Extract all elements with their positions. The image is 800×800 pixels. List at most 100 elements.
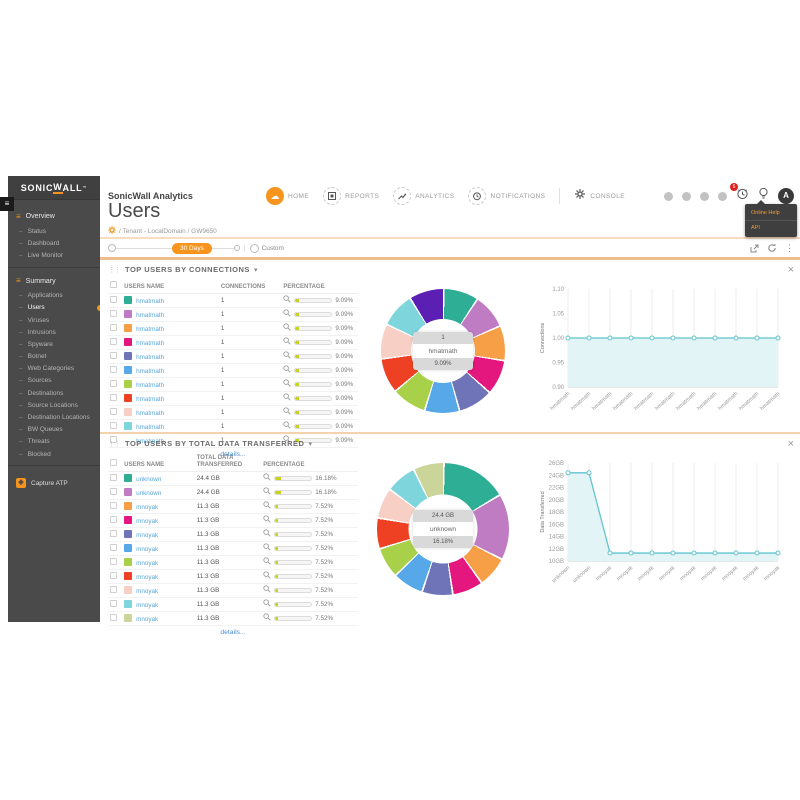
sidebar-item-status[interactable]: – Status bbox=[8, 225, 100, 237]
magnifier-icon[interactable] bbox=[263, 529, 271, 539]
select-all-checkbox[interactable] bbox=[110, 458, 117, 466]
user-link[interactable]: hmatmath bbox=[136, 423, 165, 431]
magnifier-icon[interactable] bbox=[283, 407, 291, 417]
magnifier-icon[interactable] bbox=[283, 365, 291, 375]
sidebar-item-sources[interactable]: – Sources bbox=[8, 375, 100, 387]
user-link[interactable]: mnoyak bbox=[136, 531, 159, 539]
chevron-down-icon[interactable]: ▾ bbox=[308, 440, 312, 448]
row-checkbox[interactable] bbox=[110, 323, 117, 331]
sidebar-item-bw-queues[interactable]: – BW Queues bbox=[8, 424, 100, 436]
user-link[interactable]: hmatmath bbox=[136, 311, 165, 319]
close-icon[interactable]: × bbox=[787, 263, 794, 276]
sidebar-item-source-locations[interactable]: – Source Locations bbox=[8, 399, 100, 411]
magnifier-icon[interactable] bbox=[263, 487, 271, 497]
user-link[interactable]: unknown bbox=[136, 489, 162, 497]
row-checkbox[interactable] bbox=[110, 501, 117, 509]
user-link[interactable]: hmatmath bbox=[136, 409, 165, 417]
quick-icon[interactable] bbox=[718, 191, 727, 201]
sidebar-item-botnet[interactable]: – Botnet bbox=[8, 351, 100, 363]
help-lightbulb-icon[interactable] bbox=[758, 187, 769, 206]
drag-handle-icon[interactable]: ⋮⋮ bbox=[108, 440, 121, 448]
sidebar-section-summary[interactable]: ≡ Summary bbox=[8, 273, 100, 290]
magnifier-icon[interactable] bbox=[283, 435, 291, 445]
user-link[interactable]: hmatmath bbox=[136, 381, 165, 389]
user-link[interactable]: hmatmath bbox=[136, 437, 165, 445]
user-link[interactable]: mnoyak bbox=[136, 559, 159, 567]
user-link[interactable]: mnoyak bbox=[136, 503, 159, 511]
sidebar-item-dashboard[interactable]: – Dashboard bbox=[8, 237, 100, 249]
user-link[interactable]: unknown bbox=[136, 475, 162, 483]
magnifier-icon[interactable] bbox=[263, 557, 271, 567]
sidebar-item-web-categories[interactable]: – Web Categories bbox=[8, 363, 100, 375]
row-checkbox[interactable] bbox=[110, 379, 117, 387]
quick-icon[interactable] bbox=[664, 191, 673, 201]
more-options-icon[interactable]: ⋮ bbox=[785, 242, 794, 253]
row-checkbox[interactable] bbox=[110, 585, 117, 593]
row-checkbox[interactable] bbox=[110, 515, 117, 523]
row-checkbox[interactable] bbox=[110, 599, 117, 607]
quick-icon[interactable] bbox=[682, 191, 691, 201]
magnifier-icon[interactable] bbox=[283, 379, 291, 389]
sidebar-item-capture-atp[interactable]: ◈ Capture ATP bbox=[8, 471, 100, 495]
user-link[interactable]: hmatmath bbox=[136, 325, 165, 333]
gear-icon[interactable] bbox=[108, 226, 116, 236]
quick-icon[interactable] bbox=[700, 191, 709, 201]
row-checkbox[interactable] bbox=[110, 421, 117, 429]
row-checkbox[interactable] bbox=[110, 613, 117, 621]
slider-track[interactable] bbox=[211, 247, 234, 249]
magnifier-icon[interactable] bbox=[263, 543, 271, 553]
row-checkbox[interactable] bbox=[110, 309, 117, 317]
slider-end-handle[interactable] bbox=[233, 245, 240, 251]
sidebar-item-destination-locations[interactable]: – Destination Locations bbox=[8, 411, 100, 423]
row-checkbox[interactable] bbox=[110, 295, 117, 303]
sidebar-item-applications[interactable]: – Applications bbox=[8, 290, 100, 302]
refresh-icon[interactable] bbox=[767, 243, 777, 253]
drag-handle-icon[interactable]: ⋮⋮ bbox=[108, 266, 121, 274]
magnifier-icon[interactable] bbox=[263, 515, 271, 525]
sidebar-toggle-icon[interactable]: ≡ bbox=[0, 197, 14, 211]
magnifier-icon[interactable] bbox=[263, 501, 271, 511]
user-link[interactable]: hmatmath bbox=[136, 339, 165, 347]
magnifier-icon[interactable] bbox=[283, 309, 291, 319]
sidebar-item-destinations[interactable]: – Destinations bbox=[8, 387, 100, 399]
row-checkbox[interactable] bbox=[110, 337, 117, 345]
row-checkbox[interactable] bbox=[110, 529, 117, 537]
slider-start-handle[interactable] bbox=[108, 244, 116, 252]
nav-item-console[interactable]: CONSOLE bbox=[574, 187, 625, 205]
select-all-checkbox[interactable] bbox=[110, 281, 117, 288]
magnifier-icon[interactable] bbox=[263, 571, 271, 581]
magnifier-icon[interactable] bbox=[283, 323, 291, 333]
nav-item-home[interactable]: ☁ HOME bbox=[266, 187, 309, 205]
row-checkbox[interactable] bbox=[110, 487, 117, 495]
row-checkbox[interactable] bbox=[110, 393, 117, 401]
magnifier-icon[interactable] bbox=[283, 421, 291, 431]
sidebar-item-users[interactable]: – Users bbox=[8, 302, 103, 314]
nav-item-reports[interactable]: REPORTS bbox=[323, 187, 379, 205]
avatar[interactable]: A bbox=[778, 188, 794, 204]
row-checkbox[interactable] bbox=[110, 365, 117, 373]
user-link[interactable]: mnoyak bbox=[136, 545, 159, 553]
magnifier-icon[interactable] bbox=[263, 613, 271, 623]
details-link[interactable]: details... bbox=[220, 628, 246, 636]
time-range-pill[interactable]: 30 Days bbox=[172, 242, 212, 254]
sidebar-item-threats[interactable]: – Threats bbox=[8, 436, 100, 448]
sidebar-item-blocked[interactable]: – Blocked bbox=[8, 448, 100, 460]
nav-item-notifications[interactable]: NOTIFICATIONS bbox=[468, 187, 545, 205]
user-link[interactable]: mnoyak bbox=[136, 615, 159, 623]
magnifier-icon[interactable] bbox=[283, 295, 291, 305]
notifications-clock-icon[interactable]: 6 bbox=[730, 183, 749, 205]
row-checkbox[interactable] bbox=[110, 435, 117, 443]
user-link[interactable]: hmatmath bbox=[136, 367, 165, 375]
user-link[interactable]: hmatmath bbox=[136, 297, 165, 305]
sidebar-section-overview[interactable]: ≡ Overview bbox=[8, 208, 100, 225]
sidebar-item-viruses[interactable]: – Viruses bbox=[8, 314, 100, 326]
user-link[interactable]: hmatmath bbox=[136, 353, 165, 361]
sidebar-item-spyware[interactable]: – Spyware bbox=[8, 338, 100, 350]
sidebar-item-live-monitor[interactable]: – Live Monitor bbox=[8, 249, 100, 261]
user-link[interactable]: mnoyak bbox=[136, 573, 159, 581]
user-link[interactable]: mnoyak bbox=[136, 601, 159, 609]
menu-item-api[interactable]: API bbox=[751, 225, 760, 231]
slider-track[interactable] bbox=[116, 247, 172, 249]
row-checkbox[interactable] bbox=[110, 557, 117, 565]
user-link[interactable]: hmatmath bbox=[136, 395, 165, 403]
